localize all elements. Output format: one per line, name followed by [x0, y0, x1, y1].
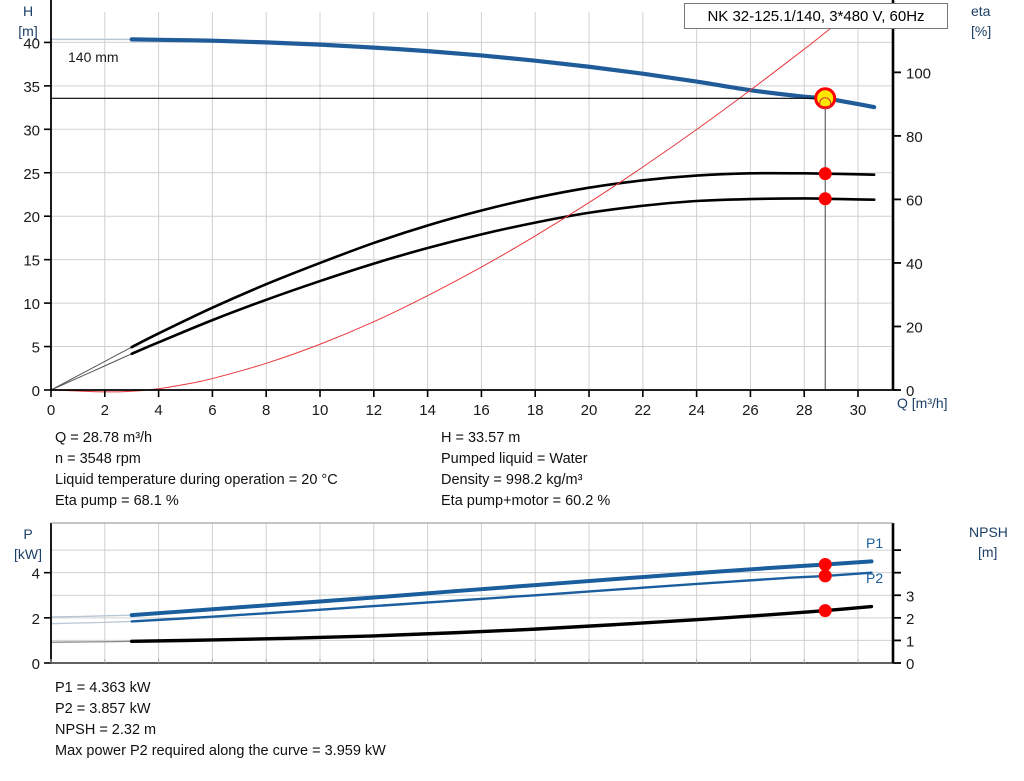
duty-dot — [818, 167, 832, 181]
curves — [50, 14, 877, 393]
duty-dot — [818, 192, 832, 206]
right-axis-unit: [%] — [971, 23, 991, 39]
power-info-line: Max power P2 required along the curve = … — [55, 743, 386, 759]
pump-title-label: NK 32-125.1/140, 3*480 V, 60Hz — [707, 7, 925, 25]
pump-title-box: NK 32-125.1/140, 3*480 V, 60Hz — [684, 3, 948, 29]
x-axis-tick-label: 14 — [419, 402, 436, 419]
duty-point-shadow-ring — [819, 97, 832, 110]
left-axis-unit: [m] — [18, 23, 37, 39]
right-axis-tick-label: 0 — [906, 383, 914, 400]
duty-info-line: Eta pump = 68.1 % — [55, 493, 179, 509]
duty-info-line: Liquid temperature during operation = 20… — [55, 472, 338, 488]
left-axis-tick-label: 20 — [23, 209, 40, 226]
grid-lines — [51, 12, 893, 390]
left-axis-tick-label: 10 — [23, 296, 40, 313]
left-axis-tick-label: 0 — [32, 656, 40, 673]
curve-npsh — [130, 604, 874, 644]
curves — [50, 559, 874, 644]
right-axis-title: NPSH — [969, 524, 1008, 540]
left-axis-tick-label: 40 — [23, 35, 40, 52]
curve-lead-in — [50, 346, 132, 391]
left-axis-tick-label: 30 — [23, 122, 40, 139]
x-axis-tick-label: 26 — [742, 402, 759, 419]
curve-eta-pump — [130, 171, 876, 349]
left-axis-tick-label: 0 — [32, 383, 40, 400]
x-axis-tick-label: 2 — [101, 402, 109, 419]
curve-p2 — [130, 571, 873, 623]
power-info-line: P2 = 3.857 kW — [55, 701, 151, 717]
left-axis-title: P — [23, 526, 32, 542]
x-axis-tick-label: 0 — [47, 402, 55, 419]
duty-info-line: Density = 998.2 kg/m³ — [441, 472, 583, 488]
right-axis-title: eta — [971, 3, 991, 19]
left-axis-tick-label: 15 — [23, 253, 40, 270]
x-axis-tick-label: 28 — [796, 402, 813, 419]
x-axis-tick-label: 18 — [527, 402, 544, 419]
duty-info-line: Eta pump+motor = 60.2 % — [441, 493, 611, 509]
x-axis-tick-label: 6 — [208, 402, 216, 419]
left-axis-tick-label: 25 — [23, 166, 40, 183]
power-npsh-chart: 0 2 4 0 1 2 3 P [kW] NPSH [m] P1 P2 — [14, 522, 1008, 673]
right-axis-tick-label: 80 — [906, 129, 923, 146]
axis-ticks: 0 2 4 0 1 2 3 — [32, 549, 914, 673]
right-axis-tick-label: 2 — [906, 611, 914, 628]
duty-dot-p1 — [818, 557, 832, 571]
power-info-line: P1 = 4.363 kW — [55, 680, 151, 696]
curve-head-curve-140-mm — [129, 37, 877, 110]
series-label-p1: P1 — [866, 535, 883, 551]
x-axis-tick-label: 24 — [688, 402, 705, 419]
left-axis-tick-label: 35 — [23, 79, 40, 96]
left-axis-title: H — [23, 3, 33, 19]
left-axis-tick-label: 5 — [32, 340, 40, 357]
right-axis-unit: [m] — [978, 544, 997, 560]
duty-info-line: Pumped liquid = Water — [441, 451, 588, 467]
right-axis-tick-label: 1 — [906, 633, 914, 650]
right-axis-tick-label: 0 — [906, 656, 914, 673]
right-axis-tick-label: 100 — [906, 65, 931, 82]
right-axis-tick-label: 20 — [906, 319, 923, 336]
left-axis-tick-label: 2 — [32, 611, 40, 628]
right-axis-tick-label: 3 — [906, 588, 914, 605]
curve-eta-reference-red- — [50, 14, 848, 393]
series-label-p2: P2 — [866, 570, 883, 586]
curve-lead-in — [50, 620, 132, 625]
x-axis-title: Q [m³/h] — [897, 395, 948, 411]
duty-info-left-column: Q = 28.78 m³/h n = 3548 rpm Liquid tempe… — [55, 428, 338, 512]
power-info-block: P1 = 4.363 kW P2 = 3.857 kW NPSH = 2.32 … — [55, 678, 386, 762]
x-axis-tick-label: 20 — [581, 402, 598, 419]
curve-eta-pump-motor — [130, 197, 876, 356]
x-axis-tick-label: 12 — [365, 402, 382, 419]
duty-info-line: n = 3548 rpm — [55, 451, 141, 467]
duty-info-line: Q = 28.78 m³/h — [55, 430, 153, 446]
power-info-line: NPSH = 2.32 m — [55, 722, 157, 738]
x-axis-tick-label: 22 — [634, 402, 651, 419]
right-axis-tick-label: 60 — [906, 192, 923, 209]
x-axis-tick-label: 4 — [154, 402, 162, 419]
curve-p1 — [129, 559, 874, 618]
curve-lead-in — [50, 353, 132, 391]
curve-lead-in — [50, 614, 132, 618]
duty-guides — [51, 97, 826, 390]
duty-info-line: H = 33.57 m — [441, 430, 521, 446]
left-axis-tick-label: 4 — [32, 566, 40, 583]
impeller-size-label: 140 mm — [68, 49, 119, 65]
duty-dot-p2 — [818, 569, 832, 583]
duty-info-right-column: H = 33.57 m Pumped liquid = Water Densit… — [441, 428, 610, 512]
x-axis-tick-label: 16 — [473, 402, 490, 419]
x-axis-tick-label: 10 — [312, 402, 329, 419]
curve-lead-in — [50, 640, 132, 643]
duty-dot-npsh — [818, 604, 832, 618]
left-axis-unit: [kW] — [14, 546, 42, 562]
right-axis-tick-label: 40 — [906, 256, 923, 273]
x-axis-tick-label: 8 — [262, 402, 270, 419]
x-axis-tick-label: 30 — [850, 402, 867, 419]
